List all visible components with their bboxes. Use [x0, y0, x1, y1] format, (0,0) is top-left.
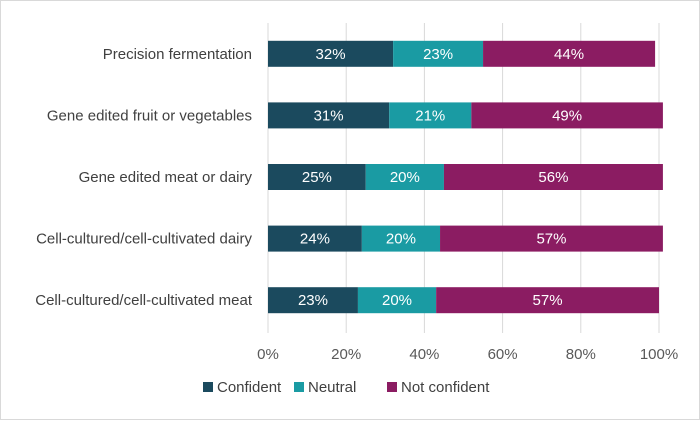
data-label: 57% [533, 292, 563, 309]
x-axis-tick-labels: 0% 20% 40% 60% 80% 100% [257, 346, 678, 363]
category-label: Precision fermentation [103, 46, 252, 63]
legend-label: Neutral [308, 379, 356, 396]
bar-segment-confident [268, 40, 394, 67]
bar-segment-not-confident [471, 102, 663, 129]
data-label: 32% [316, 46, 346, 63]
data-label: 31% [314, 107, 344, 124]
legend-swatch [203, 382, 213, 392]
bar-segment-neutral [365, 164, 444, 190]
x-tick-label: 40% [409, 346, 439, 363]
bar-segment-not-confident [443, 164, 663, 190]
legend-label: Confident [217, 379, 282, 396]
data-label: 44% [554, 46, 584, 63]
bar-segment-not-confident [483, 40, 656, 67]
data-label: 56% [538, 169, 568, 186]
bar-segment-confident [268, 164, 366, 190]
legend-label: Not confident [401, 379, 490, 396]
x-tick-label: 100% [640, 346, 678, 363]
legend-item-neutral: Neutral [294, 379, 356, 396]
data-label: 23% [298, 292, 328, 309]
bar-segment-confident [268, 287, 358, 314]
data-label: 23% [423, 46, 453, 63]
legend-swatch [294, 382, 304, 392]
data-label: 25% [302, 169, 332, 186]
bars: 32% 23% 44% 31% 21% 49% 25% 20% 56% 24% 20% 57% 23% 2… [268, 40, 663, 314]
legend: Confident Neutral Not confident [203, 379, 490, 396]
bar-segment-confident [268, 102, 390, 129]
bar-segment-confident [268, 225, 362, 252]
category-label: Gene edited fruit or vegetables [47, 107, 252, 124]
x-tick-label: 20% [331, 346, 361, 363]
bar-segment-not-confident [436, 287, 659, 314]
bar-segment-neutral [393, 40, 484, 67]
data-label: 57% [536, 231, 566, 248]
bar-segment-not-confident [440, 225, 663, 252]
data-label: 20% [382, 292, 412, 309]
x-tick-label: 60% [488, 346, 518, 363]
x-tick-label: 0% [257, 346, 279, 363]
bar-segment-neutral [361, 225, 441, 252]
legend-item-confident: Confident [203, 379, 282, 396]
data-label: 21% [415, 107, 445, 124]
legend-item-not-confident: Not confident [387, 379, 490, 396]
legend-swatch [387, 382, 397, 392]
category-label: Cell-cultured/cell-cultivated meat [35, 292, 253, 309]
data-label: 49% [552, 107, 582, 124]
category-label: Gene edited meat or dairy [79, 169, 253, 186]
bar-segment-neutral [357, 287, 437, 314]
data-label: 20% [386, 231, 416, 248]
category-labels: Precision fermentation Gene edited fruit … [35, 46, 253, 309]
x-tick-label: 80% [566, 346, 596, 363]
data-label: 20% [390, 169, 420, 186]
category-label: Cell-cultured/cell-cultivated dairy [36, 231, 252, 248]
data-label: 24% [300, 231, 330, 248]
bar-segment-neutral [389, 102, 472, 129]
